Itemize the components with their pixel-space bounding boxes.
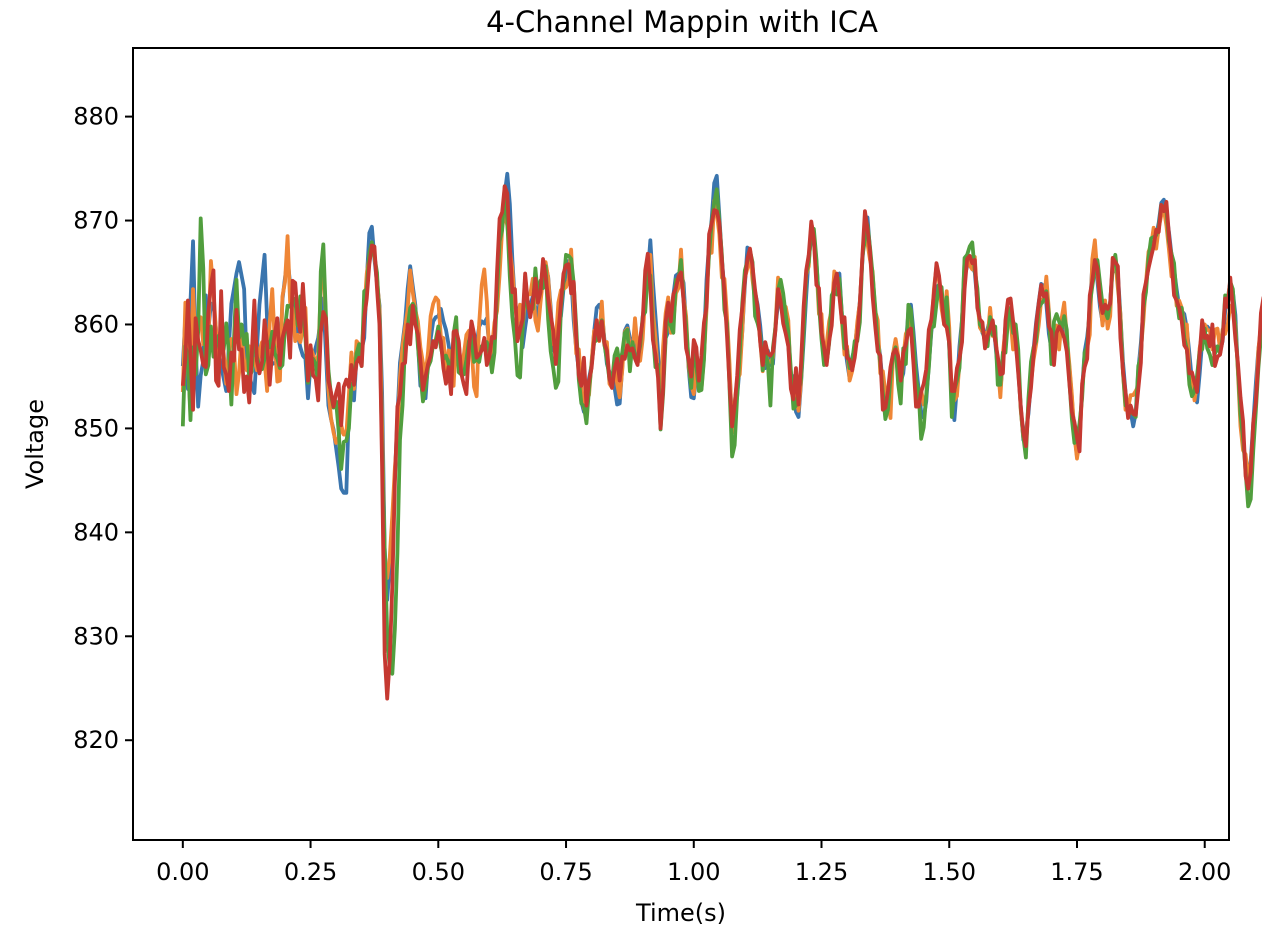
x-tick-label: 1.25 <box>795 858 848 886</box>
x-tick-label: 0.75 <box>539 858 592 886</box>
y-tick-label: 850 <box>73 414 119 442</box>
y-tick-label: 820 <box>73 726 119 754</box>
chart-title: 4-Channel Mappin with ICA <box>486 5 878 39</box>
x-tick-label: 1.50 <box>923 858 976 886</box>
series-line-4 <box>180 184 1262 701</box>
x-tick-label: 1.00 <box>667 858 720 886</box>
x-tick-label: 1.75 <box>1050 858 1103 886</box>
x-axis: 0.00 0.25 0.50 0.75 1.00 1.25 1.50 1.75 2.00 <box>156 840 1231 886</box>
y-axis: 820 830 840 850 860 870 880 <box>73 103 133 754</box>
x-axis-label: Time(s) <box>635 899 726 927</box>
plot-frame <box>132 47 1230 841</box>
x-tick-label: 2.00 <box>1178 858 1231 886</box>
y-tick-label: 840 <box>73 518 119 546</box>
x-tick-label: 0.50 <box>412 858 465 886</box>
x-tick-label: 0.25 <box>284 858 337 886</box>
y-tick-label: 830 <box>73 622 119 650</box>
y-tick-label: 880 <box>73 103 119 131</box>
x-tick-label: 0.00 <box>156 858 209 886</box>
y-axis-label: Voltage <box>21 399 49 489</box>
y-tick-label: 860 <box>73 310 119 338</box>
series-layer <box>180 171 1262 701</box>
y-tick-label: 870 <box>73 207 119 235</box>
